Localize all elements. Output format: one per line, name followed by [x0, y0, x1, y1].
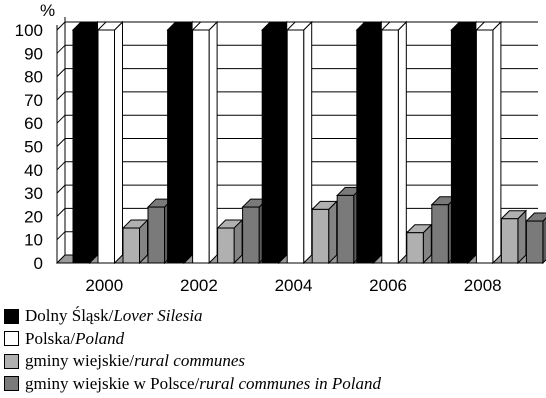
legend-item: Dolny Śląsk/Lover Silesia	[4, 305, 544, 328]
legend-item: gminy wiejskie w Polsce/rural communes i…	[4, 373, 544, 396]
legend-item: gminy wiejskie/rural communes	[4, 350, 544, 373]
bar	[380, 20, 408, 265]
chart-legend: Dolny Śląsk/Lover Silesia Polska/Poland gm…	[4, 305, 544, 395]
x-tick-label: 2004	[275, 276, 313, 295]
y-tick-label: 0	[34, 254, 43, 273]
legend-swatch	[4, 376, 19, 392]
x-tick-label: 2002	[180, 276, 218, 295]
x-axis-ticks: 2000 2002 2004 2006 2008	[85, 276, 501, 295]
bar	[525, 212, 546, 265]
bar	[260, 20, 288, 265]
legend-swatch	[4, 353, 19, 369]
y-axis-ticks: 0 10 20 30 40 50 60 70 80 90 100	[15, 21, 43, 273]
y-tick-label: 10	[24, 231, 43, 250]
y-tick-label: 20	[24, 207, 43, 226]
bar	[191, 20, 219, 265]
legend-item: Polska/Poland	[4, 328, 544, 351]
x-tick-label: 2006	[369, 276, 407, 295]
legend-label: gminy wiejskie w Polsce/rural communes i…	[25, 373, 382, 393]
y-tick-label: 60	[24, 114, 43, 133]
y-axis-unit: %	[40, 1, 55, 20]
legend-swatch	[4, 331, 19, 347]
bar	[500, 209, 528, 265]
chart-bars	[71, 20, 546, 265]
bar	[96, 20, 124, 265]
legend-swatch	[4, 308, 19, 324]
bar	[71, 20, 99, 265]
bar	[285, 20, 313, 265]
y-tick-label: 100	[15, 21, 43, 40]
bar	[475, 20, 503, 265]
bar	[450, 20, 478, 265]
y-tick-label: 30	[24, 184, 43, 203]
legend-label: Dolny Śląsk/Lover Silesia	[25, 306, 203, 326]
y-tick-label: 80	[24, 68, 43, 87]
legend-label: gminy wiejskie/rural communes	[25, 351, 246, 371]
x-tick-label: 2000	[85, 276, 123, 295]
legend-label: Polska/Poland	[25, 328, 125, 348]
bar	[166, 20, 194, 265]
bar	[355, 20, 383, 265]
bar	[310, 200, 338, 265]
y-tick-label: 90	[24, 44, 43, 63]
bar	[405, 223, 433, 265]
bar	[216, 218, 244, 265]
bar	[121, 218, 149, 265]
y-tick-label: 70	[24, 91, 43, 110]
x-tick-label: 2008	[464, 276, 502, 295]
y-tick-label: 40	[24, 161, 43, 180]
y-tick-label: 50	[24, 138, 43, 157]
